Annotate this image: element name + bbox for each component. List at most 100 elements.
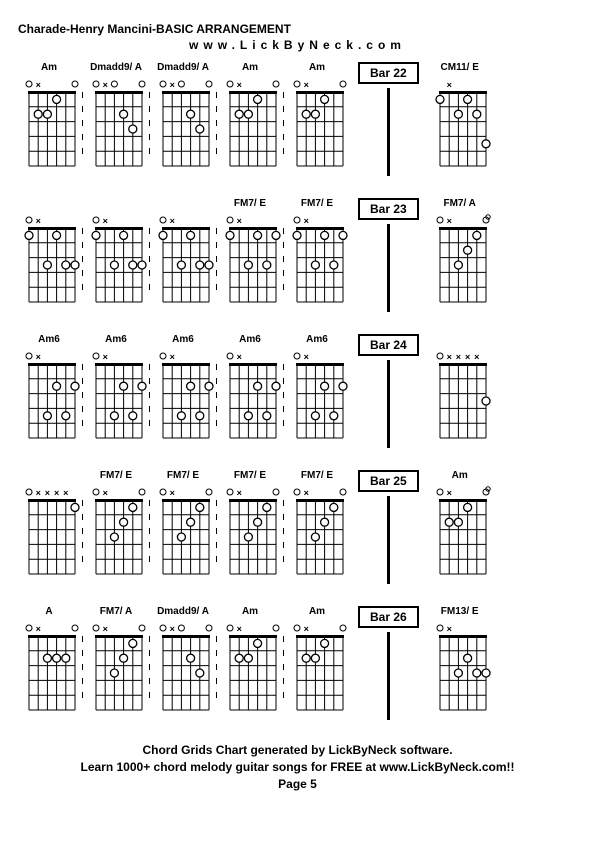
chord-diagram: Dmadd9/ A × <box>85 62 147 168</box>
bar-line <box>387 632 390 720</box>
chord-diagram: Am × <box>18 62 80 168</box>
chord-diagram: Dmadd9/ A × <box>152 606 214 712</box>
beat-separator <box>216 606 217 712</box>
svg-text:×: × <box>170 80 175 90</box>
svg-text:×: × <box>474 352 479 362</box>
svg-text:×: × <box>446 352 451 362</box>
chord-diagram: Am × <box>286 62 348 168</box>
svg-text:×: × <box>446 80 451 90</box>
svg-text:×: × <box>446 216 451 226</box>
svg-text:×: × <box>237 624 242 634</box>
beat-separator <box>149 198 150 304</box>
beat-separator <box>216 198 217 304</box>
chord-label: Am <box>309 62 325 76</box>
chord-label: Am <box>242 606 258 620</box>
svg-text:×: × <box>304 624 309 634</box>
chord-diagram: Am × <box>219 606 281 712</box>
chord-label: Am6 <box>239 334 261 348</box>
svg-text:×: × <box>36 352 41 362</box>
svg-text:×: × <box>170 352 175 362</box>
chord-diagram: Am6 × <box>286 334 348 440</box>
beat-separator <box>82 62 83 168</box>
chord-label: Am6 <box>306 334 328 348</box>
chord-label: Am <box>41 62 57 76</box>
chord-diagram: Am × <box>286 606 348 712</box>
chart-row: Am6 × Am6 × Am6 × Am6 × Am6 × Bar 24 ×××… <box>18 334 577 454</box>
beat-separator <box>283 198 284 304</box>
beat-separator <box>283 470 284 576</box>
beat-separator <box>149 470 150 576</box>
svg-text:×: × <box>465 352 470 362</box>
chord-diagram: × × × × <box>429 334 491 440</box>
chord-label: FM13/ E <box>441 606 479 620</box>
chord-diagram: Am6 × <box>18 334 80 440</box>
chord-diagram: Am6 × <box>152 334 214 440</box>
chord-diagram: ×5 <box>85 198 147 304</box>
svg-text:×: × <box>36 488 41 498</box>
chord-diagram: FM7/ A × <box>85 606 147 712</box>
chord-diagram: CM11/ E ×2 <box>429 62 491 168</box>
bar-marker: Bar 22 <box>358 62 419 176</box>
svg-text:×: × <box>54 488 59 498</box>
beat-separator <box>216 470 217 576</box>
beat-separator <box>283 606 284 712</box>
svg-text:×: × <box>455 352 460 362</box>
svg-text:×: × <box>36 624 41 634</box>
chord-diagram: FM7/ E × <box>85 470 147 576</box>
chord-label: FM7/ E <box>234 198 266 212</box>
chord-diagram: ×5 <box>152 198 214 304</box>
svg-text:×: × <box>103 352 108 362</box>
svg-text:×: × <box>304 216 309 226</box>
left-chord-group: × × × × FM7/ E × FM7/ E × FM7/ E × FM7/ E × <box>18 470 348 576</box>
svg-text:×: × <box>170 488 175 498</box>
bar-marker: Bar 23 <box>358 198 419 312</box>
svg-text:×: × <box>237 352 242 362</box>
bar-marker: Bar 24 <box>358 334 419 448</box>
bar-line <box>387 88 390 176</box>
chord-diagram: A × <box>18 606 80 712</box>
svg-text:×: × <box>304 80 309 90</box>
chord-label: Am6 <box>105 334 127 348</box>
chord-label: Am <box>242 62 258 76</box>
chord-diagram: FM7/ E × <box>152 470 214 576</box>
svg-text:×: × <box>304 352 309 362</box>
chart-row: Am × Dmadd9/ A × Dmadd9/ A × Am × Am × B… <box>18 62 577 182</box>
chart-rows: Am × Dmadd9/ A × Dmadd9/ A × Am × Am × B… <box>18 62 577 726</box>
beat-separator <box>149 606 150 712</box>
chord-label: Dmadd9/ A <box>157 62 209 76</box>
chord-label: FM7/ E <box>234 470 266 484</box>
svg-text:×: × <box>304 488 309 498</box>
chord-diagram: ×5 <box>18 198 80 304</box>
chord-diagram: FM7/ E × <box>219 470 281 576</box>
beat-separator <box>82 470 83 576</box>
chord-label: Am6 <box>172 334 194 348</box>
svg-text:×: × <box>103 624 108 634</box>
bar-line <box>387 224 390 312</box>
svg-text:×: × <box>103 488 108 498</box>
svg-text:×: × <box>103 216 108 226</box>
beat-separator <box>82 606 83 712</box>
svg-text:×: × <box>36 80 41 90</box>
url-line: www.LickByNeck.com <box>18 38 577 52</box>
bar-marker: Bar 26 <box>358 606 419 720</box>
chart-row: × × × × FM7/ E × FM7/ E × FM7/ E × FM7/ E ×… <box>18 470 577 590</box>
chord-label: FM7/ E <box>301 198 333 212</box>
chord-diagram: Am6 × <box>219 334 281 440</box>
svg-text:×: × <box>446 624 451 634</box>
chord-diagram: ×××× <box>18 470 80 576</box>
chord-label: Am <box>452 470 468 484</box>
chord-label: FM7/ A <box>443 198 475 212</box>
footer: Chord Grids Chart generated by LickByNec… <box>18 742 577 792</box>
chord-label: Dmadd9/ A <box>90 62 142 76</box>
svg-text:×: × <box>36 216 41 226</box>
beat-separator <box>216 62 217 168</box>
left-chord-group: Am6 × Am6 × Am6 × Am6 × Am6 × <box>18 334 348 440</box>
chord-diagram: FM7/ A × <box>429 198 491 304</box>
svg-text:×: × <box>170 216 175 226</box>
footer-line1: Chord Grids Chart generated by LickByNec… <box>18 742 577 759</box>
svg-text:×: × <box>45 488 50 498</box>
beat-separator <box>216 334 217 440</box>
chord-label: FM7/ E <box>100 470 132 484</box>
bar-label: Bar 26 <box>358 606 419 628</box>
svg-text:×: × <box>237 216 242 226</box>
